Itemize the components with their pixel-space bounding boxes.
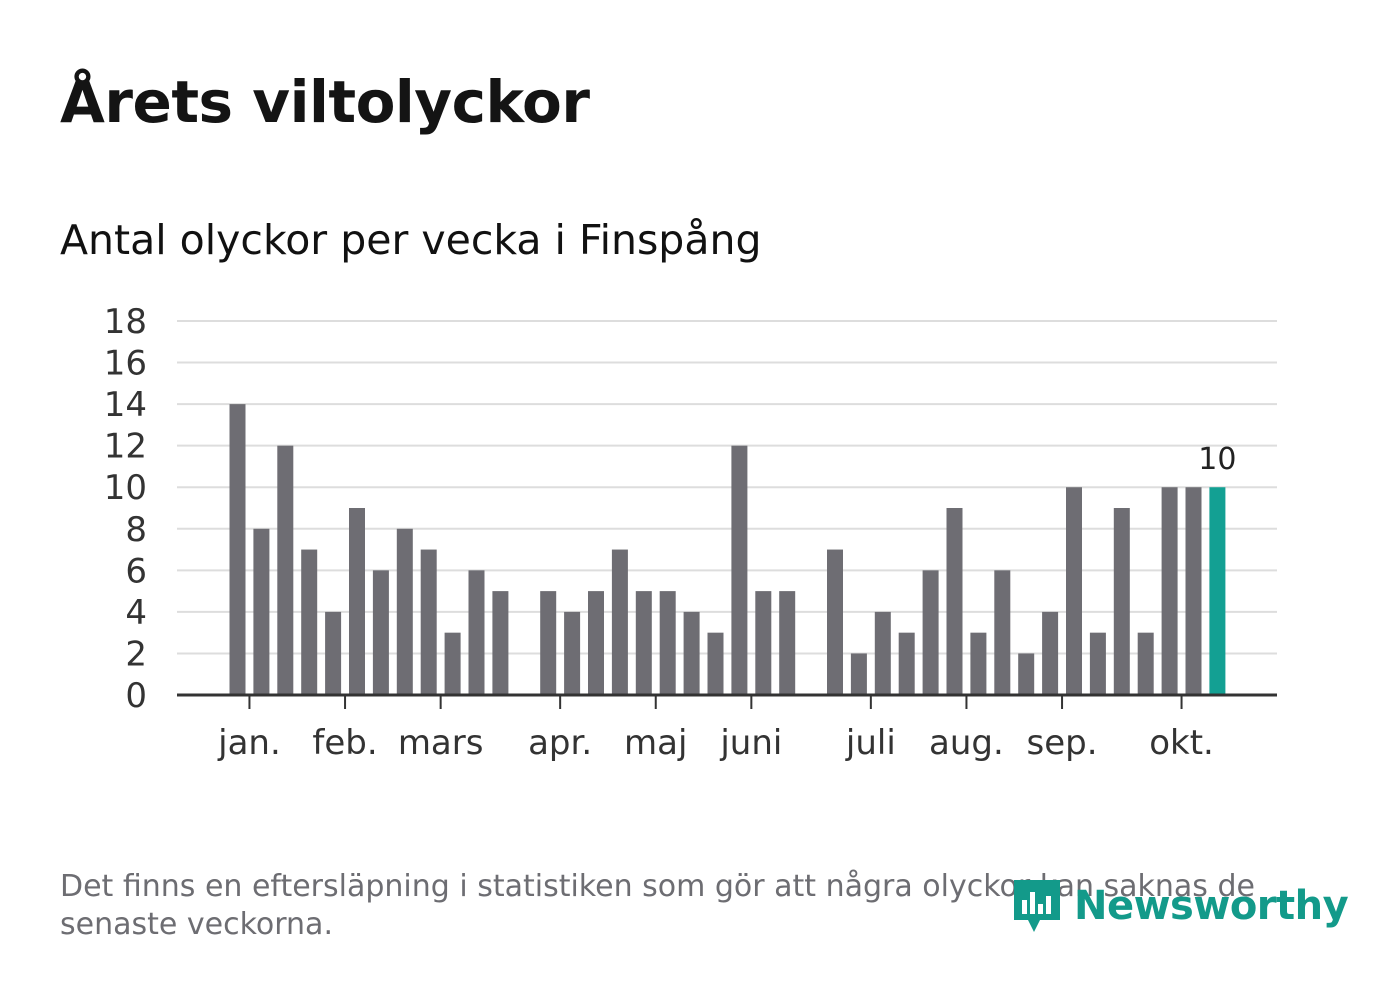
bar bbox=[1066, 487, 1082, 695]
bar bbox=[994, 570, 1011, 695]
bar bbox=[229, 404, 246, 695]
x-tick-label: okt. bbox=[1149, 723, 1214, 763]
y-tick-label: 4 bbox=[125, 593, 147, 633]
x-axis-ticks: jan. feb. mars apr. maj juni juli aug. sep. okt. bbox=[217, 695, 1214, 763]
bar bbox=[755, 591, 772, 695]
bar bbox=[444, 632, 461, 695]
bar bbox=[635, 591, 652, 695]
y-tick-label: 12 bbox=[104, 427, 147, 467]
bar bbox=[779, 591, 796, 695]
bar bbox=[396, 528, 413, 695]
highlight-value-label: 10 bbox=[1198, 442, 1236, 477]
x-tick-label: jan. bbox=[217, 723, 281, 763]
bar bbox=[564, 611, 581, 695]
bar bbox=[874, 611, 891, 695]
bar bbox=[1089, 632, 1106, 695]
bar bbox=[588, 591, 604, 695]
y-tick-label: 14 bbox=[104, 385, 147, 425]
newsworthy-logo-icon bbox=[1014, 880, 1060, 932]
bar bbox=[683, 611, 700, 695]
bar bbox=[420, 549, 437, 695]
bar bbox=[1113, 508, 1130, 695]
chart-subtitle: Antal olyckor per vecka i Finspång bbox=[60, 216, 762, 264]
bar bbox=[850, 653, 867, 695]
grid-lines bbox=[177, 320, 1277, 655]
bar bbox=[325, 611, 342, 695]
y-tick-label: 10 bbox=[104, 468, 147, 508]
x-tick-label: maj bbox=[624, 723, 687, 763]
x-tick-label: mars bbox=[398, 723, 484, 763]
x-tick-label: juli bbox=[845, 723, 896, 763]
bar bbox=[731, 445, 748, 695]
bar bbox=[946, 508, 963, 695]
bar bbox=[1185, 487, 1202, 695]
bar bbox=[1137, 632, 1154, 695]
bar bbox=[659, 591, 676, 695]
chart-title: Årets viltolyckor bbox=[60, 68, 590, 136]
y-tick-label: 6 bbox=[125, 551, 147, 591]
x-tick-label: aug. bbox=[929, 723, 1004, 763]
bar bbox=[277, 445, 294, 695]
bar bbox=[372, 570, 389, 695]
bar bbox=[707, 632, 724, 695]
y-tick-label: 2 bbox=[125, 634, 147, 674]
bar bbox=[1161, 487, 1178, 695]
bar bbox=[253, 528, 270, 695]
bar bbox=[468, 570, 485, 695]
y-tick-label: 16 bbox=[104, 344, 147, 384]
bar bbox=[970, 632, 987, 695]
x-tick-label: sep. bbox=[1027, 723, 1098, 763]
bar bbox=[1018, 653, 1035, 695]
bar-highlight bbox=[1209, 487, 1226, 695]
y-tick-label: 18 bbox=[104, 302, 147, 342]
brand-name: Newsworthy bbox=[1074, 883, 1349, 929]
bar bbox=[898, 632, 915, 695]
x-tick-label: feb. bbox=[312, 723, 377, 763]
bar bbox=[301, 549, 318, 695]
bar bbox=[540, 591, 557, 695]
bar bbox=[1042, 611, 1059, 695]
x-tick-label: juni bbox=[719, 723, 782, 763]
data-labels: 10 bbox=[1198, 442, 1236, 477]
y-tick-label: 8 bbox=[125, 510, 147, 550]
newsworthy-logo: Newsworthy bbox=[1010, 876, 1349, 936]
bar bbox=[492, 591, 509, 695]
bar bbox=[827, 549, 843, 695]
bar bbox=[611, 549, 628, 695]
bar bbox=[922, 570, 939, 695]
x-tick-label: apr. bbox=[528, 723, 592, 763]
bars bbox=[229, 404, 1226, 695]
bar bbox=[349, 508, 365, 695]
y-tick-label: 0 bbox=[125, 676, 147, 716]
